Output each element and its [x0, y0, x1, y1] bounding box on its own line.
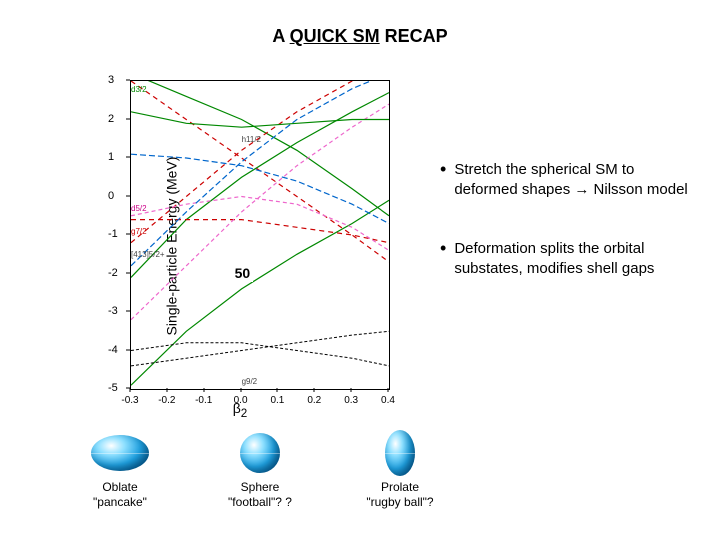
nilsson-chart: Single-particle Energy (MeV) β2 50 d3/2h… [80, 70, 400, 422]
orbit-label: g9/2 [242, 377, 258, 386]
y-tick-label: 1 [108, 151, 114, 163]
shape-prolate: Prolate "rugby ball"? [350, 430, 450, 510]
shape-name: Prolate [381, 480, 419, 494]
orbit-label: g7/2 [131, 227, 147, 236]
shape-sphere: Sphere "football"? ? [210, 430, 310, 510]
chart-curves [131, 81, 389, 389]
x-tick-label: 0.2 [307, 395, 321, 406]
plot-area: 50 d3/2 h11/2 d5/2 g7/2 [413]5/2+ g9/2 [130, 80, 390, 390]
y-tick-label: 0 [108, 190, 114, 202]
y-tick-label: -3 [108, 305, 118, 317]
y-tick-label: -2 [108, 267, 118, 279]
title-suffix: RECAP [380, 26, 448, 46]
y-tick-label: -4 [108, 344, 118, 356]
x-tick-label: -0.1 [195, 395, 212, 406]
bullet-text: Deformation splits the orbital substates… [454, 239, 690, 278]
prolate-icon [385, 430, 415, 476]
page-title: A QUICK SM RECAP [0, 26, 720, 47]
orbit-label: d3/2 [131, 85, 147, 94]
magic-number-label: 50 [232, 264, 254, 282]
shape-name: Oblate [102, 480, 137, 494]
title-underlined: QUICK SM [290, 26, 380, 46]
orbit-label: h11/2 [242, 135, 261, 144]
sphere-icon [240, 433, 280, 473]
orbit-label: [413]5/2+ [131, 250, 165, 259]
shape-desc: "football"? ? [228, 495, 292, 509]
x-tick-label: 0.4 [381, 395, 395, 406]
x-tick-label: 0.0 [234, 395, 248, 406]
bullet-dot-icon: • [440, 160, 446, 178]
y-tick-label: 3 [108, 74, 114, 86]
bullet-text: Stretch the spherical SM to deformed sha… [454, 160, 690, 199]
shape-desc: "pancake" [93, 495, 147, 509]
shape-desc: "rugby ball"? [366, 495, 433, 509]
y-tick-label: -5 [108, 382, 118, 394]
x-tick-label: -0.2 [158, 395, 175, 406]
shape-row: Oblate "pancake" Sphere "football"? ? Pr… [70, 430, 450, 510]
bullet-dot-icon: • [440, 239, 446, 257]
oblate-icon [91, 435, 149, 471]
x-tick-label: 0.3 [344, 395, 358, 406]
shape-oblate: Oblate "pancake" [70, 430, 170, 510]
y-tick-label: -1 [108, 228, 118, 240]
bullet-item: • Stretch the spherical SM to deformed s… [440, 160, 690, 199]
bullet-list: • Stretch the spherical SM to deformed s… [440, 160, 690, 318]
shape-name: Sphere [241, 480, 280, 494]
y-tick-label: 2 [108, 113, 114, 125]
x-tick-label: 0.1 [270, 395, 284, 406]
title-prefix: A [272, 26, 289, 46]
bullet-item: • Deformation splits the orbital substat… [440, 239, 690, 278]
orbit-label: d5/2 [131, 204, 147, 213]
x-tick-label: -0.3 [121, 395, 138, 406]
